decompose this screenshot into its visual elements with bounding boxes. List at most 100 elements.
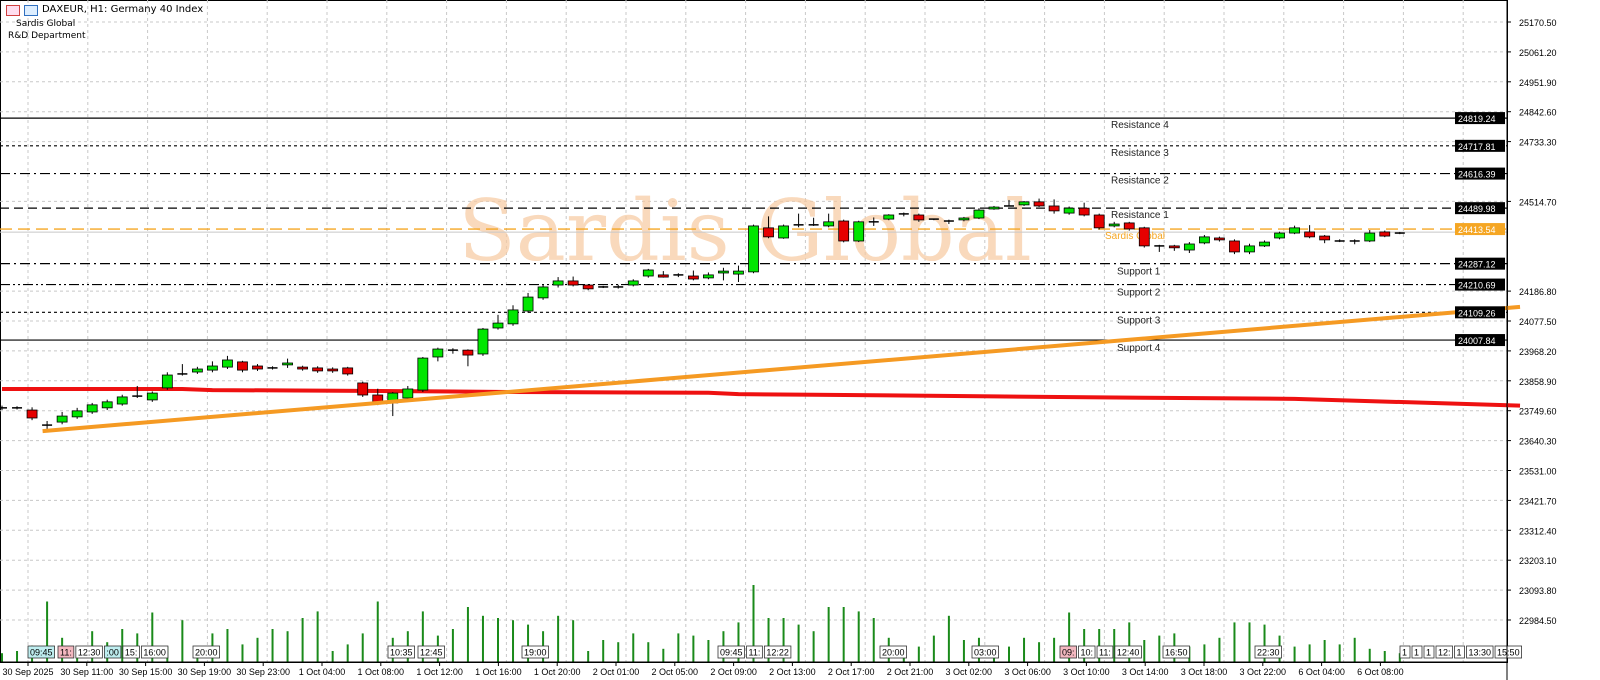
candle-body — [1289, 227, 1300, 234]
candle — [1379, 230, 1391, 238]
event-tag-box — [122, 645, 140, 659]
candle-body — [718, 270, 729, 274]
candle-body — [432, 348, 444, 358]
menu-list-icon[interactable] — [6, 4, 20, 16]
candle — [1334, 239, 1345, 243]
candle — [101, 399, 113, 411]
candle — [1033, 198, 1045, 208]
candle — [1319, 234, 1331, 244]
event-tag: 15:50 — [1494, 645, 1522, 659]
candle-body — [1244, 245, 1255, 253]
candle-body — [1274, 232, 1285, 239]
level-price-label: 24819.24 — [1458, 114, 1496, 124]
event-tag-box — [417, 645, 445, 659]
event-tag: 12:22 — [763, 645, 792, 659]
candle-body — [161, 374, 173, 389]
level-price-box — [1455, 306, 1505, 319]
time-tick-label: 3 Oct 22:00 — [1240, 667, 1287, 677]
event-tag: 15: — [122, 645, 140, 659]
symbol-title: DAXEUR, H1: Germany 40 Index — [42, 4, 204, 15]
department-label: R&D Department — [8, 31, 86, 41]
event-tag-text: 12: — [1438, 648, 1451, 658]
event-tag-text: 12:45 — [420, 648, 443, 658]
candle — [132, 385, 143, 399]
candle-body — [778, 225, 789, 239]
time-tick-label: 2 Oct 13:00 — [769, 667, 816, 677]
time-tick-label: 30 Sep 15:00 — [119, 667, 173, 677]
level-label: Support 4 — [1117, 343, 1161, 354]
candle — [1093, 213, 1105, 230]
candle — [718, 267, 729, 281]
candle — [883, 214, 895, 221]
candle-body — [1138, 227, 1150, 247]
event-tag-box — [57, 645, 75, 659]
candle — [357, 381, 369, 397]
event-tag-box — [746, 645, 763, 659]
chart-window-icon[interactable] — [24, 4, 38, 16]
candle — [1199, 234, 1210, 245]
candle-body — [1078, 207, 1090, 216]
event-tag: 1 — [1454, 645, 1465, 659]
candle — [116, 394, 128, 406]
candle — [567, 276, 579, 287]
candle — [417, 356, 429, 392]
event-tag-box — [1059, 645, 1077, 659]
candle-body — [357, 382, 369, 396]
current-price-value: 24413.54 — [1458, 225, 1496, 235]
candle-body — [537, 286, 549, 299]
moving-average-line — [2, 386, 1521, 408]
event-tag-text: 13:30 — [1469, 648, 1492, 658]
candle — [673, 273, 684, 278]
candle — [687, 270, 699, 281]
price-tick-label: 23312.40 — [1519, 526, 1557, 536]
candle — [342, 366, 354, 376]
plot-area — [0, 0, 1508, 663]
trendline — [42, 304, 1521, 434]
price-tick-label: 24186.80 — [1519, 287, 1557, 297]
candle-body — [1364, 232, 1376, 242]
event-tag-text: 22:30 — [1257, 648, 1280, 658]
chart-header: DAXEUR, H1: Germany 40 Index — [6, 4, 203, 16]
candle-body — [237, 361, 248, 371]
level-price-label: 24616.39 — [1458, 170, 1496, 180]
candle-body — [1033, 201, 1045, 207]
event-tag: 09:45 — [717, 645, 745, 659]
candle — [1214, 236, 1225, 242]
event-tag: 12:40 — [1114, 645, 1142, 659]
candle — [1304, 225, 1316, 239]
event-tag-box — [1078, 645, 1096, 659]
price-tick-label: 24733.30 — [1519, 138, 1557, 148]
candle-body — [582, 284, 594, 290]
candle — [943, 219, 954, 225]
time-tick-label: 6 Oct 08:00 — [1357, 667, 1404, 677]
price-tick-label: 24077.50 — [1519, 317, 1557, 327]
event-tag-text: 1 — [1426, 648, 1431, 658]
level-label: Resistance 3 — [1111, 148, 1169, 159]
candle — [1274, 231, 1285, 240]
candle-body — [1108, 223, 1120, 227]
candle-body — [297, 366, 309, 370]
candle — [432, 347, 444, 362]
candle-body — [462, 349, 474, 356]
candle — [748, 224, 759, 274]
candle-body — [1229, 240, 1240, 253]
level-label: Support 1 — [1117, 267, 1161, 278]
candle — [26, 407, 38, 421]
candle — [1259, 240, 1270, 248]
price-tick-label: 24951.90 — [1519, 78, 1557, 88]
event-tag-text: 09:45 — [30, 648, 53, 658]
candle — [161, 372, 173, 390]
candle-body — [748, 225, 759, 273]
candle-body — [823, 221, 835, 227]
candle-body — [733, 270, 744, 275]
event-tag: 16:50 — [1162, 645, 1190, 659]
level-price-box — [1455, 278, 1505, 291]
event-tag: 11: — [746, 645, 763, 659]
event-tag-text: 03:00 — [974, 648, 997, 658]
candle-body — [763, 227, 774, 238]
event-tag-text: 1 — [1457, 648, 1462, 658]
event-tag-box — [879, 645, 907, 659]
event-tag-text: 09: — [1062, 648, 1075, 658]
candle — [853, 220, 865, 243]
